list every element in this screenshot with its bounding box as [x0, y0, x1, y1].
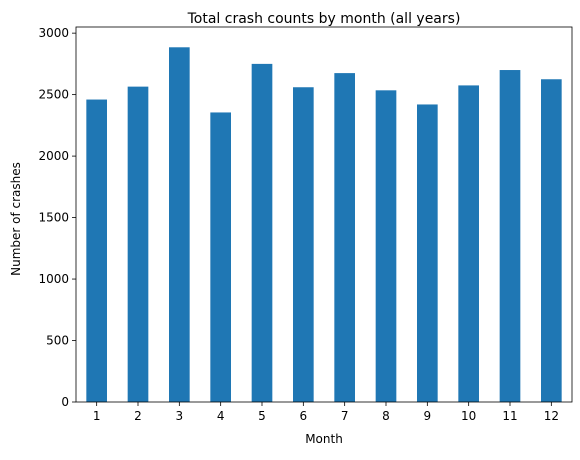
x-tick-label: 5 — [258, 409, 266, 423]
y-axis-label: Number of crashes — [9, 162, 23, 276]
y-tick-label: 1000 — [38, 272, 69, 286]
x-axis-label: Month — [305, 432, 343, 446]
x-tick-label: 8 — [382, 409, 390, 423]
x-tick-label: 4 — [217, 409, 225, 423]
bar-month-9 — [417, 104, 438, 402]
y-tick-label: 500 — [46, 334, 69, 348]
bar-month-11 — [499, 70, 521, 403]
bars-group — [86, 47, 562, 403]
bar-month-3 — [169, 47, 190, 402]
x-tick-label: 2 — [134, 409, 142, 423]
x-tick-label: 6 — [300, 409, 308, 423]
bar-month-1 — [86, 99, 107, 402]
x-tick-label: 12 — [544, 409, 559, 423]
bar-month-4 — [210, 112, 231, 403]
x-tick-label: 7 — [341, 409, 349, 423]
bar-month-8 — [375, 90, 397, 402]
bar-month-12 — [541, 79, 562, 403]
bar-month-5 — [251, 63, 273, 402]
x-tick-label: 11 — [502, 409, 517, 423]
y-tick-label: 1500 — [38, 211, 69, 225]
x-tick-label: 1 — [93, 409, 101, 423]
y-tick-label: 0 — [61, 395, 69, 409]
y-axis-ticks: 0 500 1000 1500 2000 2500 3000 — [38, 26, 76, 409]
x-tick-label: 3 — [176, 409, 184, 423]
bar-month-7 — [334, 73, 355, 402]
bar-month-10 — [458, 85, 479, 402]
y-tick-label: 3000 — [38, 26, 69, 40]
y-tick-label: 2500 — [38, 88, 69, 102]
x-tick-label: 9 — [424, 409, 432, 423]
x-tick-label: 10 — [461, 409, 476, 423]
chart-title: Total crash counts by month (all years) — [187, 11, 461, 27]
y-tick-label: 2000 — [38, 149, 69, 163]
bar-month-6 — [293, 87, 314, 402]
bar-month-2 — [127, 86, 149, 402]
plot-frame — [75, 26, 573, 403]
x-axis-ticks: 1 2 3 4 5 6 7 8 9 10 11 12 — [93, 402, 559, 423]
